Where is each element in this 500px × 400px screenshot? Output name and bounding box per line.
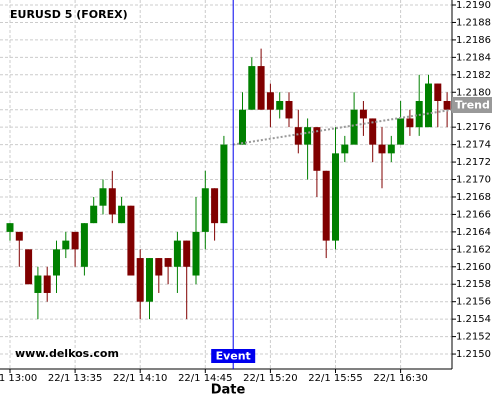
candle-body — [332, 153, 339, 241]
candle-body — [285, 100, 293, 119]
y-tick-label: 1.2154 — [456, 314, 491, 325]
chart-title: EURUSD 5 (FOREX) — [10, 8, 128, 21]
watermark: www.delkos.com — [15, 347, 119, 360]
candle-body — [6, 223, 14, 232]
x-tick-label: 22/1 13:35 — [48, 373, 102, 384]
candle-body — [378, 144, 386, 154]
candle-body — [183, 240, 191, 267]
y-tick-label: 1.2190 — [456, 0, 491, 11]
trend-label: Trend — [455, 99, 490, 112]
y-tick-label: 1.2166 — [456, 209, 491, 220]
x-tick-label: 22/1 16:30 — [373, 373, 427, 384]
event-label-box — [211, 349, 256, 363]
candle-body — [43, 275, 51, 293]
y-tick-label: 1.2160 — [456, 262, 491, 273]
candle-body — [127, 205, 135, 276]
candle-body — [313, 127, 321, 171]
candle-body — [53, 249, 60, 276]
candle-body — [80, 223, 88, 267]
candle-body — [90, 205, 98, 224]
candle-body — [443, 100, 451, 110]
candle-body — [201, 188, 209, 232]
candle-body — [164, 258, 172, 267]
candle-body — [136, 258, 144, 302]
candle-body — [294, 127, 302, 145]
y-tick-label: 1.2158 — [456, 279, 491, 290]
candle-body — [406, 118, 414, 128]
candle-body — [220, 144, 228, 224]
y-tick-label: 1.2186 — [456, 35, 491, 46]
candle-body — [15, 231, 23, 241]
x-tick-label: 22/1 13:00 — [0, 373, 37, 384]
candle-body — [239, 109, 246, 145]
candle-body — [359, 109, 367, 119]
candle-body — [257, 66, 265, 110]
candle-body — [211, 188, 219, 224]
candle-body — [192, 231, 200, 276]
event-label: Event — [216, 350, 251, 363]
y-tick-label: 1.2182 — [456, 70, 491, 81]
candle-body — [34, 275, 42, 293]
candle-body — [248, 66, 256, 110]
candle-body — [108, 188, 116, 215]
candle-body — [322, 170, 330, 241]
y-tick-label: 1.2164 — [456, 227, 491, 238]
candle-body — [341, 144, 349, 154]
y-tick-label: 1.2184 — [456, 52, 491, 63]
candle-body — [62, 240, 70, 250]
candle-body — [276, 100, 284, 110]
x-tick-label: 22/1 14:45 — [178, 373, 232, 384]
candle-body — [369, 118, 377, 145]
trend-line — [233, 108, 453, 146]
y-tick-label: 1.2168 — [456, 192, 491, 203]
y-tick-label: 1.2170 — [456, 175, 491, 186]
y-tick-label: 1.2188 — [456, 17, 491, 28]
candle-body — [350, 109, 358, 145]
candle-body — [304, 127, 312, 145]
candle-body — [397, 118, 405, 145]
candle-body — [425, 83, 432, 128]
y-tick-label: 1.2162 — [456, 244, 491, 255]
y-tick-label: 1.2150 — [456, 349, 491, 360]
candle-body — [118, 205, 126, 224]
y-tick-label: 1.2156 — [456, 297, 491, 308]
y-tick-label: 1.2180 — [456, 87, 491, 98]
candle-body — [155, 258, 163, 276]
y-tick-label: 1.2172 — [456, 157, 491, 168]
y-tick-label: 1.2152 — [456, 332, 491, 343]
y-tick-label: 1.2174 — [456, 140, 491, 151]
candle-body — [25, 249, 33, 285]
candle-body — [146, 258, 153, 302]
candle-body — [266, 92, 274, 110]
candle-body — [71, 231, 79, 250]
x-tick-label: 22/1 15:55 — [308, 373, 362, 384]
candle-body — [434, 83, 442, 101]
candle-body — [99, 188, 107, 206]
y-tick-label: 1.2176 — [456, 122, 491, 133]
x-tick-label: 22/1 14:10 — [113, 373, 167, 384]
x-axis-label: Date — [211, 383, 246, 398]
x-tick-label: 22/1 15:20 — [243, 373, 297, 384]
candle-body — [387, 144, 395, 154]
candle-body — [173, 240, 181, 267]
trend-label-box — [452, 97, 492, 113]
